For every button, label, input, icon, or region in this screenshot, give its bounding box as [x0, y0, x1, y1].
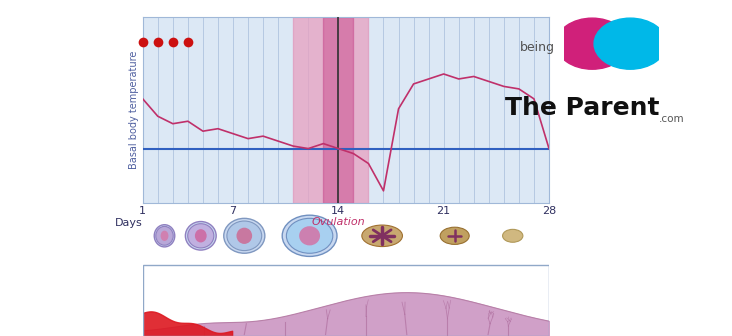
- Ellipse shape: [236, 228, 252, 244]
- Ellipse shape: [156, 226, 173, 245]
- FancyBboxPatch shape: [143, 265, 549, 336]
- Text: being: being: [520, 41, 555, 53]
- Ellipse shape: [362, 225, 403, 247]
- Ellipse shape: [503, 229, 523, 242]
- Ellipse shape: [185, 221, 216, 250]
- Bar: [324, 17, 354, 203]
- Text: The Parent: The Parent: [505, 95, 660, 120]
- Text: Days: Days: [115, 218, 143, 228]
- Ellipse shape: [160, 230, 168, 241]
- Ellipse shape: [227, 221, 262, 251]
- Ellipse shape: [299, 226, 320, 245]
- Circle shape: [594, 18, 666, 69]
- Ellipse shape: [286, 218, 333, 253]
- Text: Ovulation: Ovulation: [312, 217, 365, 227]
- Text: .com: .com: [659, 114, 684, 124]
- Ellipse shape: [224, 218, 265, 253]
- Ellipse shape: [440, 227, 469, 244]
- Circle shape: [556, 18, 628, 69]
- Bar: [294, 17, 368, 203]
- Ellipse shape: [154, 225, 175, 247]
- Ellipse shape: [195, 229, 206, 243]
- Ellipse shape: [187, 224, 214, 248]
- Y-axis label: Basal body temperature: Basal body temperature: [129, 51, 138, 169]
- Ellipse shape: [283, 215, 337, 256]
